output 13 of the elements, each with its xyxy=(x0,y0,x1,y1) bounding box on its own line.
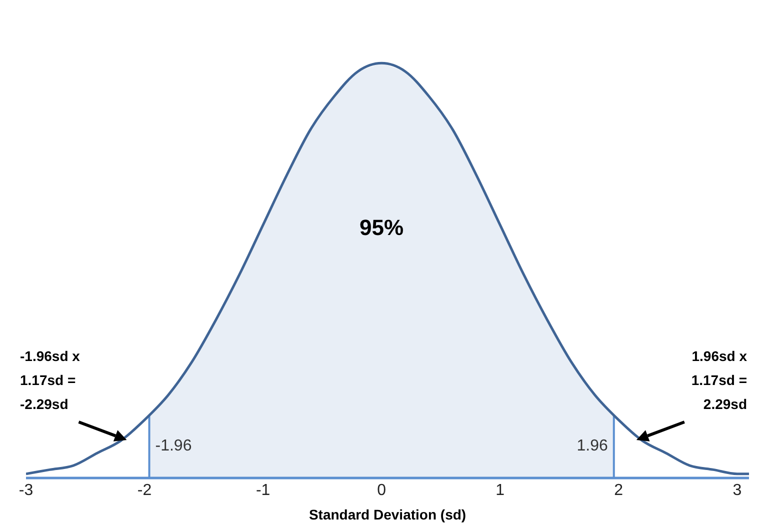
x-tick-label: 2 xyxy=(614,482,624,500)
x-tick-label: 1 xyxy=(496,482,505,500)
x-tick-label: -2 xyxy=(137,482,152,500)
ref-line-label: -1.96 xyxy=(155,437,192,454)
x-tick-label: -3 xyxy=(18,482,34,500)
x-axis-title: Standard Deviation (sd) xyxy=(308,506,466,522)
annotation: 1.96sd x 1.17sd = 2.29sd xyxy=(691,348,748,412)
band-label: 95% xyxy=(360,215,404,240)
x-tick-label: 0 xyxy=(377,482,386,500)
annotation: -1.96sd x 1.17sd = -2.29sd xyxy=(20,348,80,412)
x-tick-label: -1 xyxy=(256,482,270,500)
x-tick-label: 3 xyxy=(732,482,742,500)
ref-line-label: 1.96 xyxy=(576,437,608,454)
